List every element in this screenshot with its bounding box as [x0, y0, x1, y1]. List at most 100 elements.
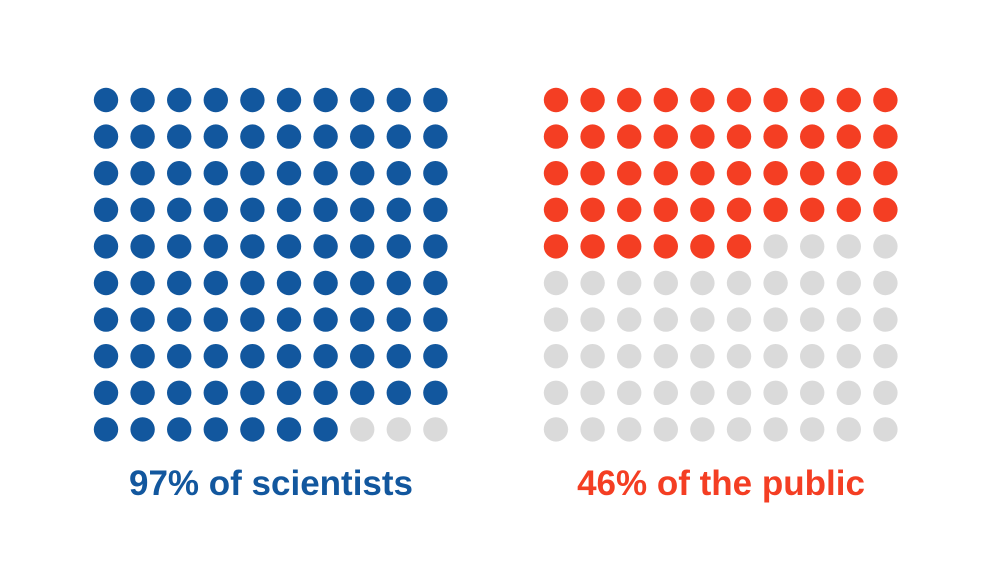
waffle-dot-empty	[763, 380, 788, 405]
waffle-dot-empty	[726, 270, 752, 296]
waffle-dot-filled	[386, 87, 411, 113]
waffle-dot-filled	[276, 417, 302, 442]
waffle-dot-filled	[350, 270, 375, 296]
waffle-dot-filled	[423, 307, 448, 332]
waffle-dot-filled	[386, 380, 411, 405]
waffle-dot-filled	[130, 417, 155, 442]
waffle-dot-filled	[130, 234, 155, 259]
waffle-dot-empty	[873, 307, 898, 332]
waffle-dot-filled	[240, 87, 265, 113]
waffle-dot-empty	[617, 344, 642, 369]
waffle-dot-empty	[726, 344, 752, 369]
waffle-dot-filled	[130, 161, 155, 186]
waffle-dot-filled	[203, 380, 228, 405]
waffle-grid-public	[543, 87, 898, 442]
waffle-dot-empty	[836, 380, 861, 405]
waffle-dot-filled	[726, 234, 752, 259]
waffle-dot-filled	[130, 344, 155, 369]
waffle-dot-filled	[167, 380, 192, 405]
waffle-dot-filled	[240, 161, 265, 186]
waffle-dot-filled	[203, 161, 228, 186]
waffle-dot-filled	[276, 87, 302, 113]
waffle-dot-filled	[167, 344, 192, 369]
waffle-dot-empty	[653, 307, 678, 332]
waffle-dot-empty	[350, 417, 375, 442]
waffle-dot-filled	[93, 234, 119, 259]
waffle-dot-filled	[240, 270, 265, 296]
waffle-dot-filled	[690, 161, 715, 186]
waffle-dot-filled	[313, 124, 338, 149]
waffle-dot-empty	[800, 417, 825, 442]
waffle-dot-filled	[580, 234, 605, 259]
waffle-dot-empty	[836, 270, 861, 296]
waffle-dot-empty	[580, 344, 605, 369]
waffle-dot-filled	[167, 161, 192, 186]
waffle-dot-filled	[580, 124, 605, 149]
waffle-dot-empty	[690, 307, 715, 332]
waffle-dot-filled	[276, 307, 302, 332]
waffle-dot-filled	[386, 270, 411, 296]
waffle-dot-filled	[423, 161, 448, 186]
waffle-dot-filled	[580, 161, 605, 186]
waffle-dot-filled	[167, 417, 192, 442]
waffle-dot-filled	[580, 87, 605, 113]
waffle-dot-filled	[423, 380, 448, 405]
waffle-dot-filled	[93, 124, 119, 149]
waffle-dot-filled	[130, 270, 155, 296]
caption-public: 46% of the public	[577, 464, 865, 503]
waffle-dot-filled	[313, 307, 338, 332]
waffle-dot-filled	[690, 124, 715, 149]
waffle-dot-filled	[276, 197, 302, 222]
waffle-dot-filled	[653, 124, 678, 149]
waffle-dot-filled	[203, 87, 228, 113]
waffle-dot-empty	[617, 270, 642, 296]
waffle-dot-filled	[313, 161, 338, 186]
waffle-dot-empty	[653, 417, 678, 442]
waffle-dot-filled	[130, 307, 155, 332]
waffle-grid-scientists	[93, 87, 448, 442]
waffle-dot-empty	[543, 417, 569, 442]
waffle-dot-filled	[313, 380, 338, 405]
waffle-dot-empty	[836, 417, 861, 442]
waffle-dot-filled	[386, 344, 411, 369]
waffle-dot-empty	[873, 270, 898, 296]
waffle-dot-empty	[543, 270, 569, 296]
waffle-dot-filled	[313, 234, 338, 259]
waffle-dot-filled	[873, 161, 898, 186]
waffle-dot-empty	[800, 344, 825, 369]
waffle-dot-filled	[836, 124, 861, 149]
waffle-dot-filled	[423, 270, 448, 296]
waffle-dot-filled	[423, 87, 448, 113]
waffle-dot-filled	[543, 87, 569, 113]
waffle-dot-filled	[386, 234, 411, 259]
waffle-dot-filled	[276, 380, 302, 405]
waffle-dot-filled	[203, 197, 228, 222]
waffle-dot-empty	[690, 344, 715, 369]
waffle-dot-filled	[240, 417, 265, 442]
waffle-dot-filled	[203, 344, 228, 369]
waffle-dot-filled	[93, 161, 119, 186]
waffle-dot-filled	[873, 124, 898, 149]
waffle-dot-filled	[386, 197, 411, 222]
waffle-dot-filled	[167, 124, 192, 149]
waffle-dot-empty	[763, 344, 788, 369]
waffle-dot-filled	[617, 234, 642, 259]
waffle-dot-filled	[763, 197, 788, 222]
waffle-dot-filled	[203, 124, 228, 149]
waffle-dot-empty	[423, 417, 448, 442]
waffle-dot-filled	[276, 270, 302, 296]
waffle-dot-empty	[836, 307, 861, 332]
waffle-dot-filled	[617, 161, 642, 186]
waffle-dot-filled	[130, 380, 155, 405]
waffle-dot-filled	[423, 234, 448, 259]
waffle-dot-empty	[690, 417, 715, 442]
waffle-dot-filled	[276, 161, 302, 186]
waffle-dot-empty	[763, 417, 788, 442]
waffle-dot-empty	[873, 344, 898, 369]
waffle-dot-empty	[653, 380, 678, 405]
waffle-dot-empty	[873, 417, 898, 442]
waffle-dot-empty	[617, 417, 642, 442]
waffle-dot-filled	[203, 234, 228, 259]
waffle-dot-filled	[93, 344, 119, 369]
waffle-dot-filled	[93, 197, 119, 222]
